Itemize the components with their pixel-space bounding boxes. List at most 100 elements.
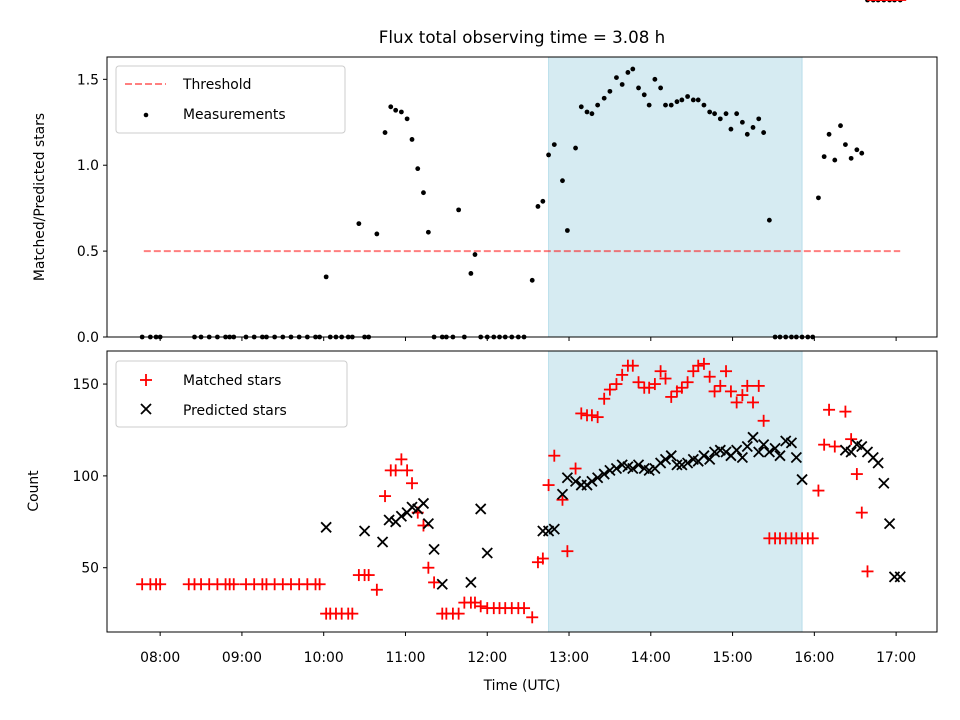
matched-star-point bbox=[861, 565, 874, 578]
predicted-star-point bbox=[681, 457, 694, 469]
measurement-point bbox=[739, 119, 745, 125]
measurement-point bbox=[695, 97, 701, 103]
measurement-point bbox=[607, 88, 613, 94]
matched-star-point bbox=[346, 607, 359, 620]
measurement-point bbox=[584, 109, 590, 115]
predicted-star-point bbox=[592, 472, 604, 484]
matched-star-point bbox=[714, 379, 727, 392]
matched-star-point bbox=[692, 359, 705, 372]
measurement-point bbox=[382, 130, 388, 135]
measurement-point bbox=[663, 102, 668, 108]
y-tick-label: 50 bbox=[81, 561, 99, 577]
counts-legend-box bbox=[115, 360, 348, 428]
predicted-star-point bbox=[769, 442, 781, 454]
measurement-point bbox=[409, 137, 415, 142]
predicted-star-point bbox=[758, 439, 770, 451]
measurement-point bbox=[472, 252, 478, 257]
measurement-point bbox=[734, 111, 740, 117]
measurement-point bbox=[756, 116, 762, 122]
measurement-point bbox=[540, 198, 546, 204]
matched-star-point bbox=[556, 493, 569, 506]
matched-star-point bbox=[757, 414, 770, 427]
predicted-star-point bbox=[436, 578, 448, 590]
counts-y-axis-label: Count bbox=[26, 470, 42, 512]
measurement-point bbox=[679, 97, 685, 103]
matched-star-point bbox=[697, 357, 710, 370]
predicted-star-point bbox=[883, 518, 896, 530]
x-tick-label: 08:00 bbox=[140, 650, 180, 666]
predicted-star-point bbox=[604, 464, 616, 477]
measurement-point bbox=[728, 126, 734, 132]
counts-y-ticks: 50 100 150 bbox=[72, 377, 107, 577]
matched-star-point bbox=[616, 368, 629, 381]
measurement-point bbox=[766, 217, 772, 223]
measurement-point bbox=[690, 97, 696, 103]
measurement-point bbox=[614, 75, 619, 81]
legend-matched-swatch bbox=[140, 374, 152, 386]
measurement-point bbox=[546, 152, 551, 158]
predicted-star-point bbox=[627, 462, 639, 475]
matched-star-point bbox=[720, 365, 733, 378]
counts-panel: 50 100 150 08:00 09:00 10:00 11:00 12:00 13:00 1… bbox=[26, 0, 938, 694]
matched-star-point bbox=[823, 403, 836, 416]
matched-star-point bbox=[406, 477, 419, 490]
measurement-point bbox=[843, 142, 848, 148]
matched-star-point bbox=[518, 602, 531, 615]
matched-star-point bbox=[598, 392, 611, 405]
matched-star-point bbox=[659, 372, 672, 385]
predicted-star-point bbox=[785, 437, 798, 449]
predicted-star-point bbox=[698, 450, 710, 462]
measurement-point bbox=[707, 109, 713, 115]
predicted-star-point bbox=[753, 446, 765, 458]
matched-star-point bbox=[703, 370, 716, 383]
measurement-point bbox=[630, 66, 636, 72]
matched-star-point bbox=[561, 545, 574, 558]
ratio-x-ticks bbox=[159, 337, 897, 341]
predicted-star-point bbox=[763, 446, 776, 458]
matched-star-point bbox=[474, 600, 487, 613]
matched-star-point bbox=[569, 462, 582, 475]
predicted-star-point bbox=[845, 446, 857, 458]
predicted-star-point bbox=[878, 477, 890, 489]
y-tick-label: 0.5 bbox=[77, 244, 99, 260]
counts-highlight-span bbox=[548, 350, 803, 633]
measurement-point bbox=[415, 166, 421, 172]
ratio-y-ticks: 0.0 0.5 1.0 1.5 bbox=[77, 72, 107, 346]
matched-star-point bbox=[313, 578, 326, 591]
measurement-point bbox=[578, 104, 584, 110]
measurement-point bbox=[848, 155, 854, 161]
predicted-star-point bbox=[872, 457, 884, 469]
matched-star-point bbox=[741, 379, 754, 392]
measurement-point bbox=[859, 150, 865, 156]
matched-star-point bbox=[681, 376, 694, 389]
predicted-star-point bbox=[747, 431, 759, 443]
measurement-point bbox=[589, 111, 595, 117]
matched-star-point bbox=[730, 396, 743, 409]
measurement-point bbox=[750, 125, 756, 130]
measurement-point bbox=[641, 92, 647, 98]
counts-marks bbox=[136, 0, 907, 624]
x-tick-label: 11:00 bbox=[385, 650, 425, 666]
y-tick-label: 100 bbox=[72, 469, 99, 485]
matched-star-point bbox=[362, 569, 375, 582]
measurement-point bbox=[564, 228, 570, 233]
predicted-star-point bbox=[894, 571, 906, 583]
measurement-point bbox=[674, 99, 680, 105]
measurement-point bbox=[398, 109, 404, 115]
predicted-star-point bbox=[320, 521, 332, 533]
predicted-star-point bbox=[475, 503, 487, 515]
measurement-point bbox=[826, 131, 832, 137]
matched-star-point bbox=[736, 389, 749, 402]
matched-star-point bbox=[818, 438, 831, 451]
measurement-point bbox=[625, 70, 631, 75]
measurement-point bbox=[652, 76, 658, 82]
matched-star-point bbox=[855, 506, 868, 519]
x-axis-label: Time (UTC) bbox=[483, 678, 561, 694]
measurement-point bbox=[717, 116, 723, 122]
matched-star-point bbox=[806, 532, 819, 545]
measurement-point bbox=[658, 85, 664, 91]
matched-star-point bbox=[542, 479, 555, 492]
matched-star-point bbox=[839, 405, 852, 418]
matched-star-point bbox=[724, 385, 737, 398]
x-tick-label: 12:00 bbox=[467, 650, 507, 666]
